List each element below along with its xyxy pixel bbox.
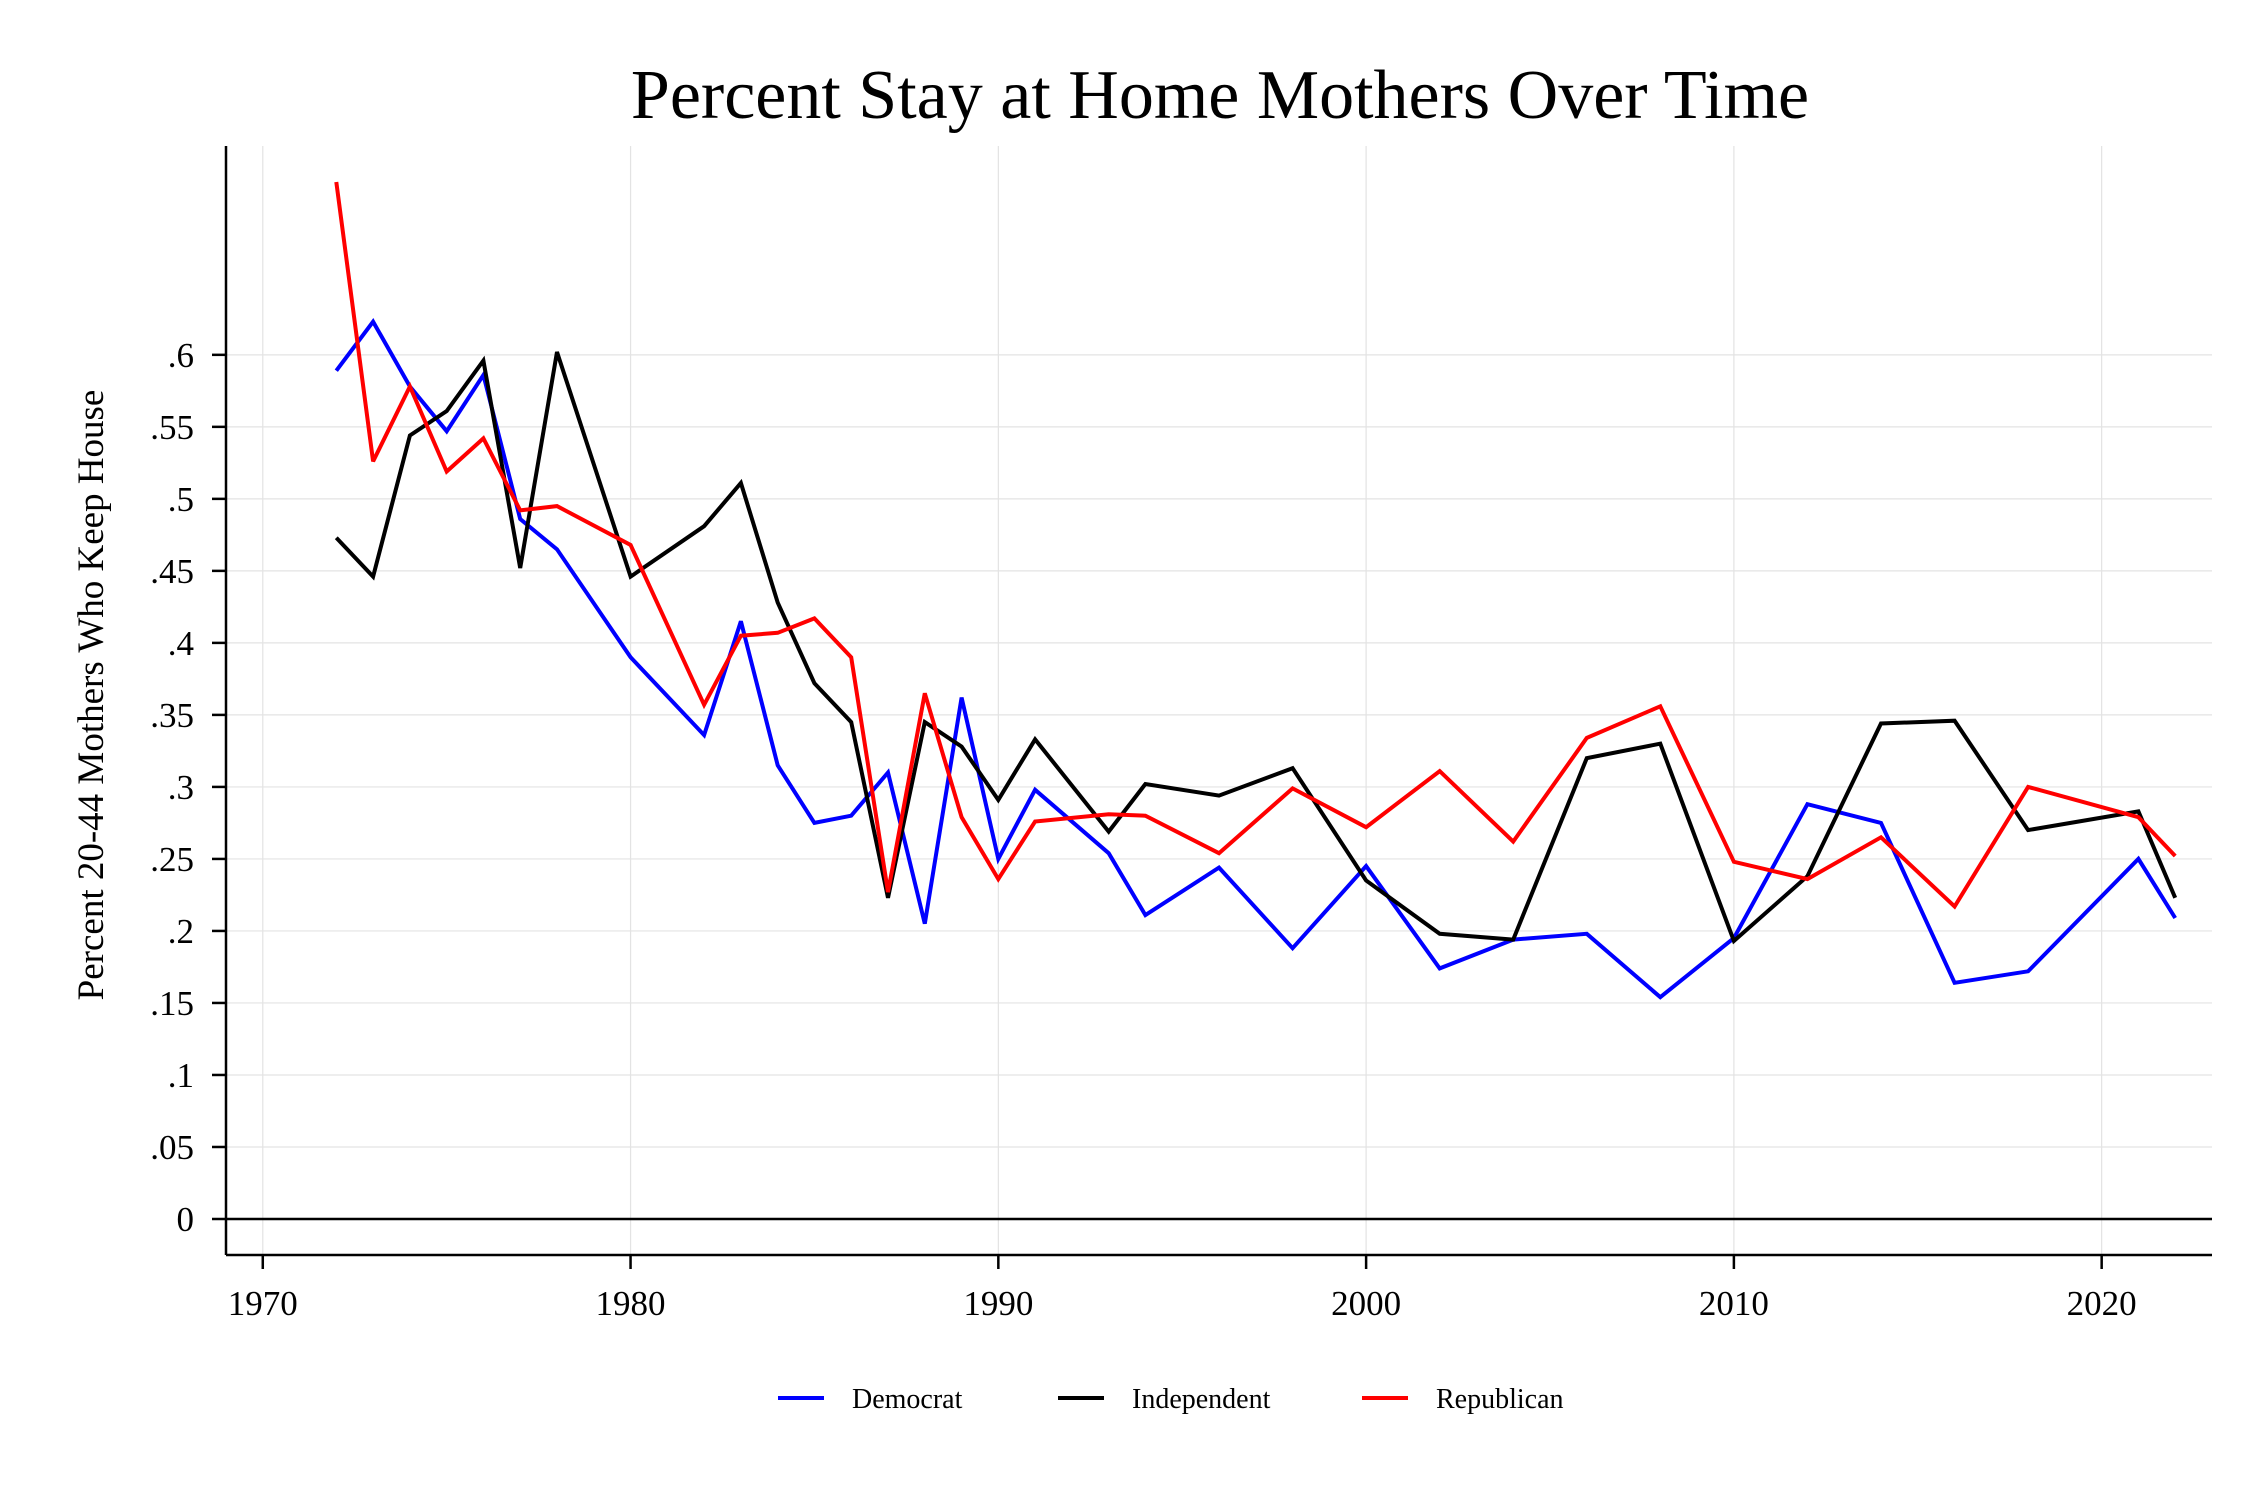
legend-label: Democrat xyxy=(852,1384,963,1415)
x-axis-ticks: 1970 1980 1990 2000 2010 2020 xyxy=(228,1255,2137,1323)
y-tick-label: .1 xyxy=(168,1056,194,1095)
series-lines xyxy=(334,181,2178,1000)
y-tick-label: .45 xyxy=(150,552,194,591)
legend-item-independent: Independent xyxy=(1058,1384,1271,1415)
chart-title: Percent Stay at Home Mothers Over Time xyxy=(631,57,1809,134)
x-tick-label: 1990 xyxy=(963,1284,1033,1323)
series-line-independent xyxy=(334,351,2178,945)
y-tick-label: .05 xyxy=(150,1128,194,1167)
y-axis-label: Percent 20-44 Mothers Who Keep House xyxy=(71,390,112,1001)
y-tick-label: .35 xyxy=(150,696,194,735)
x-tick-label: 2010 xyxy=(1699,1284,1769,1323)
x-tick-label: 1970 xyxy=(228,1284,298,1323)
y-tick-label: .6 xyxy=(168,336,194,375)
y-tick-label: .55 xyxy=(150,408,194,447)
legend-label: Republican xyxy=(1436,1384,1564,1415)
x-tick-label: 1980 xyxy=(596,1284,666,1323)
legend-item-republican: Republican xyxy=(1362,1384,1564,1415)
y-tick-label: .25 xyxy=(150,840,194,879)
x-tick-label: 2000 xyxy=(1331,1284,1401,1323)
legend-label: Independent xyxy=(1132,1384,1271,1415)
y-tick-label: .3 xyxy=(168,768,194,807)
legend-item-democrat: Democrat xyxy=(778,1384,963,1415)
x-tick-label: 2020 xyxy=(2067,1284,2137,1323)
y-axis-ticks: 0 .05 .1 .15 .2 .25 .3 .35 .4 .45 .5 .55 .6 xyxy=(150,336,226,1239)
legend: Democrat Independent Republican xyxy=(778,1384,1564,1415)
y-tick-label: .5 xyxy=(168,480,194,519)
y-tick-label: .4 xyxy=(168,624,194,663)
y-tick-label: .15 xyxy=(150,984,194,1023)
y-tick-label: .2 xyxy=(168,912,194,951)
axes xyxy=(224,146,2212,1257)
series-line-republican xyxy=(334,181,2177,910)
y-tick-label: 0 xyxy=(177,1200,195,1239)
